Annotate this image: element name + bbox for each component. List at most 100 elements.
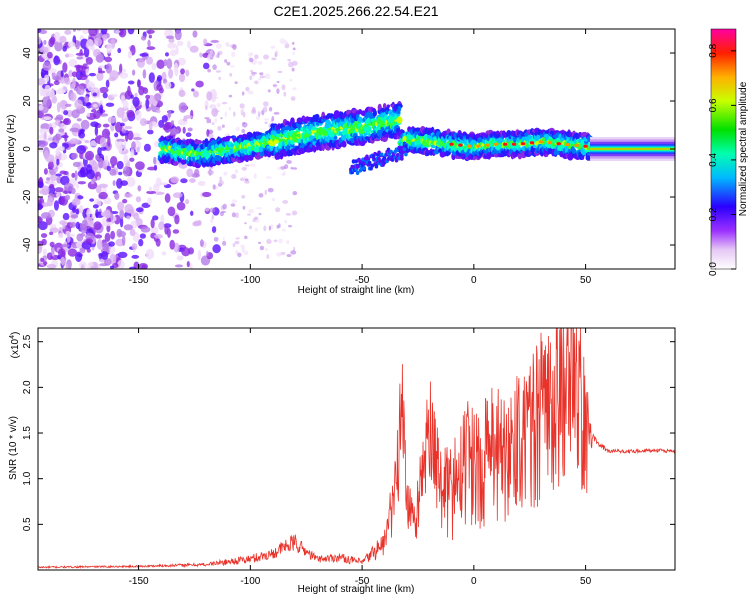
- spectrogram-noise-blob: [207, 169, 214, 176]
- spectrogram-noise-blob: [98, 191, 108, 200]
- spectrogram-noise-blob: [122, 198, 128, 204]
- spectrogram-noise-blob: [266, 176, 272, 179]
- spectrogram-noise-blob: [75, 183, 80, 189]
- spectrogram-noise-blob: [182, 117, 188, 122]
- spectrogram-x-tick-label: -150: [129, 275, 149, 286]
- spectrogram-noise-blob: [161, 251, 167, 256]
- spectrogram-noise-blob: [106, 43, 113, 54]
- spectrogram-noise-blob: [91, 109, 97, 113]
- spectrogram-noise-blob: [206, 129, 210, 137]
- spectrogram-noise-blob: [215, 54, 218, 59]
- spectrogram-noise-blob: [244, 180, 250, 184]
- colorbar-label: Normalized spectral amplitude: [738, 81, 749, 216]
- spectrogram-noise-blob: [114, 132, 119, 138]
- spectrogram-noise-blob: [176, 201, 186, 211]
- spectrogram-noise-blob: [169, 239, 175, 250]
- spectrogram-noise-blob: [148, 34, 153, 39]
- spectrogram-noise-blob: [74, 99, 83, 110]
- spectrogram-noise-blob: [49, 183, 55, 188]
- spectrogram-noise-blob: [48, 224, 57, 228]
- spectrogram-noise-blob: [134, 92, 138, 97]
- spectrogram-ridge-cell: [351, 159, 356, 164]
- spectrogram-noise-blob: [120, 122, 125, 127]
- spectrogram-noise-blob: [96, 72, 104, 81]
- spectrogram-noise-blob: [286, 240, 290, 245]
- colorbar-tick-label: 0.8: [708, 43, 719, 57]
- spectrogram-noise-blob: [60, 175, 70, 186]
- spectrogram-noise-blob: [270, 224, 274, 229]
- spectrogram-noise-blob: [155, 238, 161, 247]
- spectrogram-noise-blob: [68, 69, 73, 78]
- spectrogram-noise-blob: [211, 107, 219, 117]
- spectrogram-noise-blob: [38, 245, 43, 250]
- spectrogram-noise-blob: [254, 54, 259, 60]
- spectrogram-noise-blob: [79, 233, 86, 237]
- spectrogram-noise-blob: [80, 90, 85, 96]
- spectrogram-noise-blob: [164, 81, 172, 90]
- spectrogram-noise-blob: [105, 102, 115, 107]
- spectrogram-noise-blob: [71, 71, 78, 78]
- spectrogram-noise-blob: [275, 50, 279, 57]
- spectrogram-noise-blob: [250, 163, 256, 167]
- spectrogram-noise-blob: [122, 100, 129, 109]
- spectrogram-noise-blob: [88, 261, 94, 267]
- spectrogram-noise-blob: [38, 78, 46, 86]
- spectrogram-ridge-cell: [350, 164, 355, 169]
- spectrogram-noise-blob: [89, 198, 95, 202]
- snr-x-tick-label: 0: [471, 576, 477, 587]
- spectrogram-noise-blob: [257, 111, 262, 115]
- spectrogram-noise-blob: [104, 232, 111, 242]
- spectrogram-noise-blob: [55, 173, 62, 177]
- spectrogram-ridge-cell: [394, 158, 399, 163]
- spectrogram-noise-blob: [237, 252, 242, 258]
- spectrogram-noise-blob: [105, 79, 110, 88]
- spectrogram-noise-blob: [109, 265, 115, 269]
- spectrogram-noise-blob: [123, 140, 127, 152]
- spectrogram-noise-blob: [124, 193, 133, 198]
- spectrogram-x-tick-label: -50: [355, 275, 370, 286]
- spectrogram-noise-blob: [283, 91, 287, 97]
- snr-multiplier: (x104): [9, 332, 21, 359]
- spectrogram-noise-blob: [201, 191, 212, 198]
- spectrogram-noise-blob: [156, 59, 165, 70]
- spectrogram-peak: [574, 143, 579, 147]
- spectrogram-noise-blob: [93, 37, 103, 47]
- spectrogram-noise-blob: [132, 96, 140, 107]
- spectrogram-noise-blob: [87, 81, 95, 92]
- spectrogram-noise-blob: [135, 161, 145, 170]
- spectrogram-noise-blob: [254, 80, 259, 85]
- spectrogram-noise-blob: [267, 89, 271, 93]
- spectrogram-noise-blob: [189, 178, 196, 184]
- spectrogram-noise-blob: [213, 96, 219, 99]
- spectrogram-noise-blob: [85, 57, 93, 65]
- spectrogram-noise-blob: [145, 98, 150, 109]
- spectrogram-noise-blob: [120, 180, 129, 187]
- spectrogram-noise-blob: [99, 137, 107, 148]
- spectrogram-noise-blob: [98, 253, 103, 260]
- spectrogram-noise-blob: [176, 255, 184, 261]
- spectrogram-noise-blob: [96, 176, 100, 181]
- spectrogram-noise-blob: [287, 59, 292, 62]
- spectrogram-noise-blob: [211, 226, 217, 234]
- spectrogram-ridge-cell: [462, 132, 467, 137]
- spectrogram-noise-blob: [116, 160, 124, 170]
- spectrogram-x-label: Height of straight line (km): [298, 285, 415, 296]
- spectrogram-ridge-cell: [404, 152, 408, 157]
- spectrogram-noise-blob: [278, 238, 283, 244]
- spectrogram-noise-blob: [94, 234, 103, 239]
- spectrogram-noise-blob: [139, 233, 146, 239]
- spectrogram-ridge-cell: [366, 157, 371, 162]
- spectrogram-noise-blob: [277, 166, 282, 170]
- snr-axes: -150 -100 -50 0 50 0.5 1.0 1.5 2.0 2.5: [22, 328, 675, 587]
- spectrogram-noise-blob: [176, 40, 184, 47]
- spectrogram-noise-blob: [66, 233, 71, 243]
- spectrogram-noise-blob: [235, 237, 240, 240]
- spectrogram-noise-blob: [132, 69, 136, 76]
- spectrogram-noise-blob: [91, 213, 96, 220]
- spectrogram-noise-blob: [126, 109, 135, 119]
- spectrogram-noise-blob: [94, 126, 99, 136]
- spectrogram-noise-blob: [281, 173, 286, 176]
- spectrogram-noise-blob: [102, 92, 108, 99]
- spectrogram-noise-blob: [162, 123, 170, 131]
- spectrogram-noise-blob: [127, 209, 134, 214]
